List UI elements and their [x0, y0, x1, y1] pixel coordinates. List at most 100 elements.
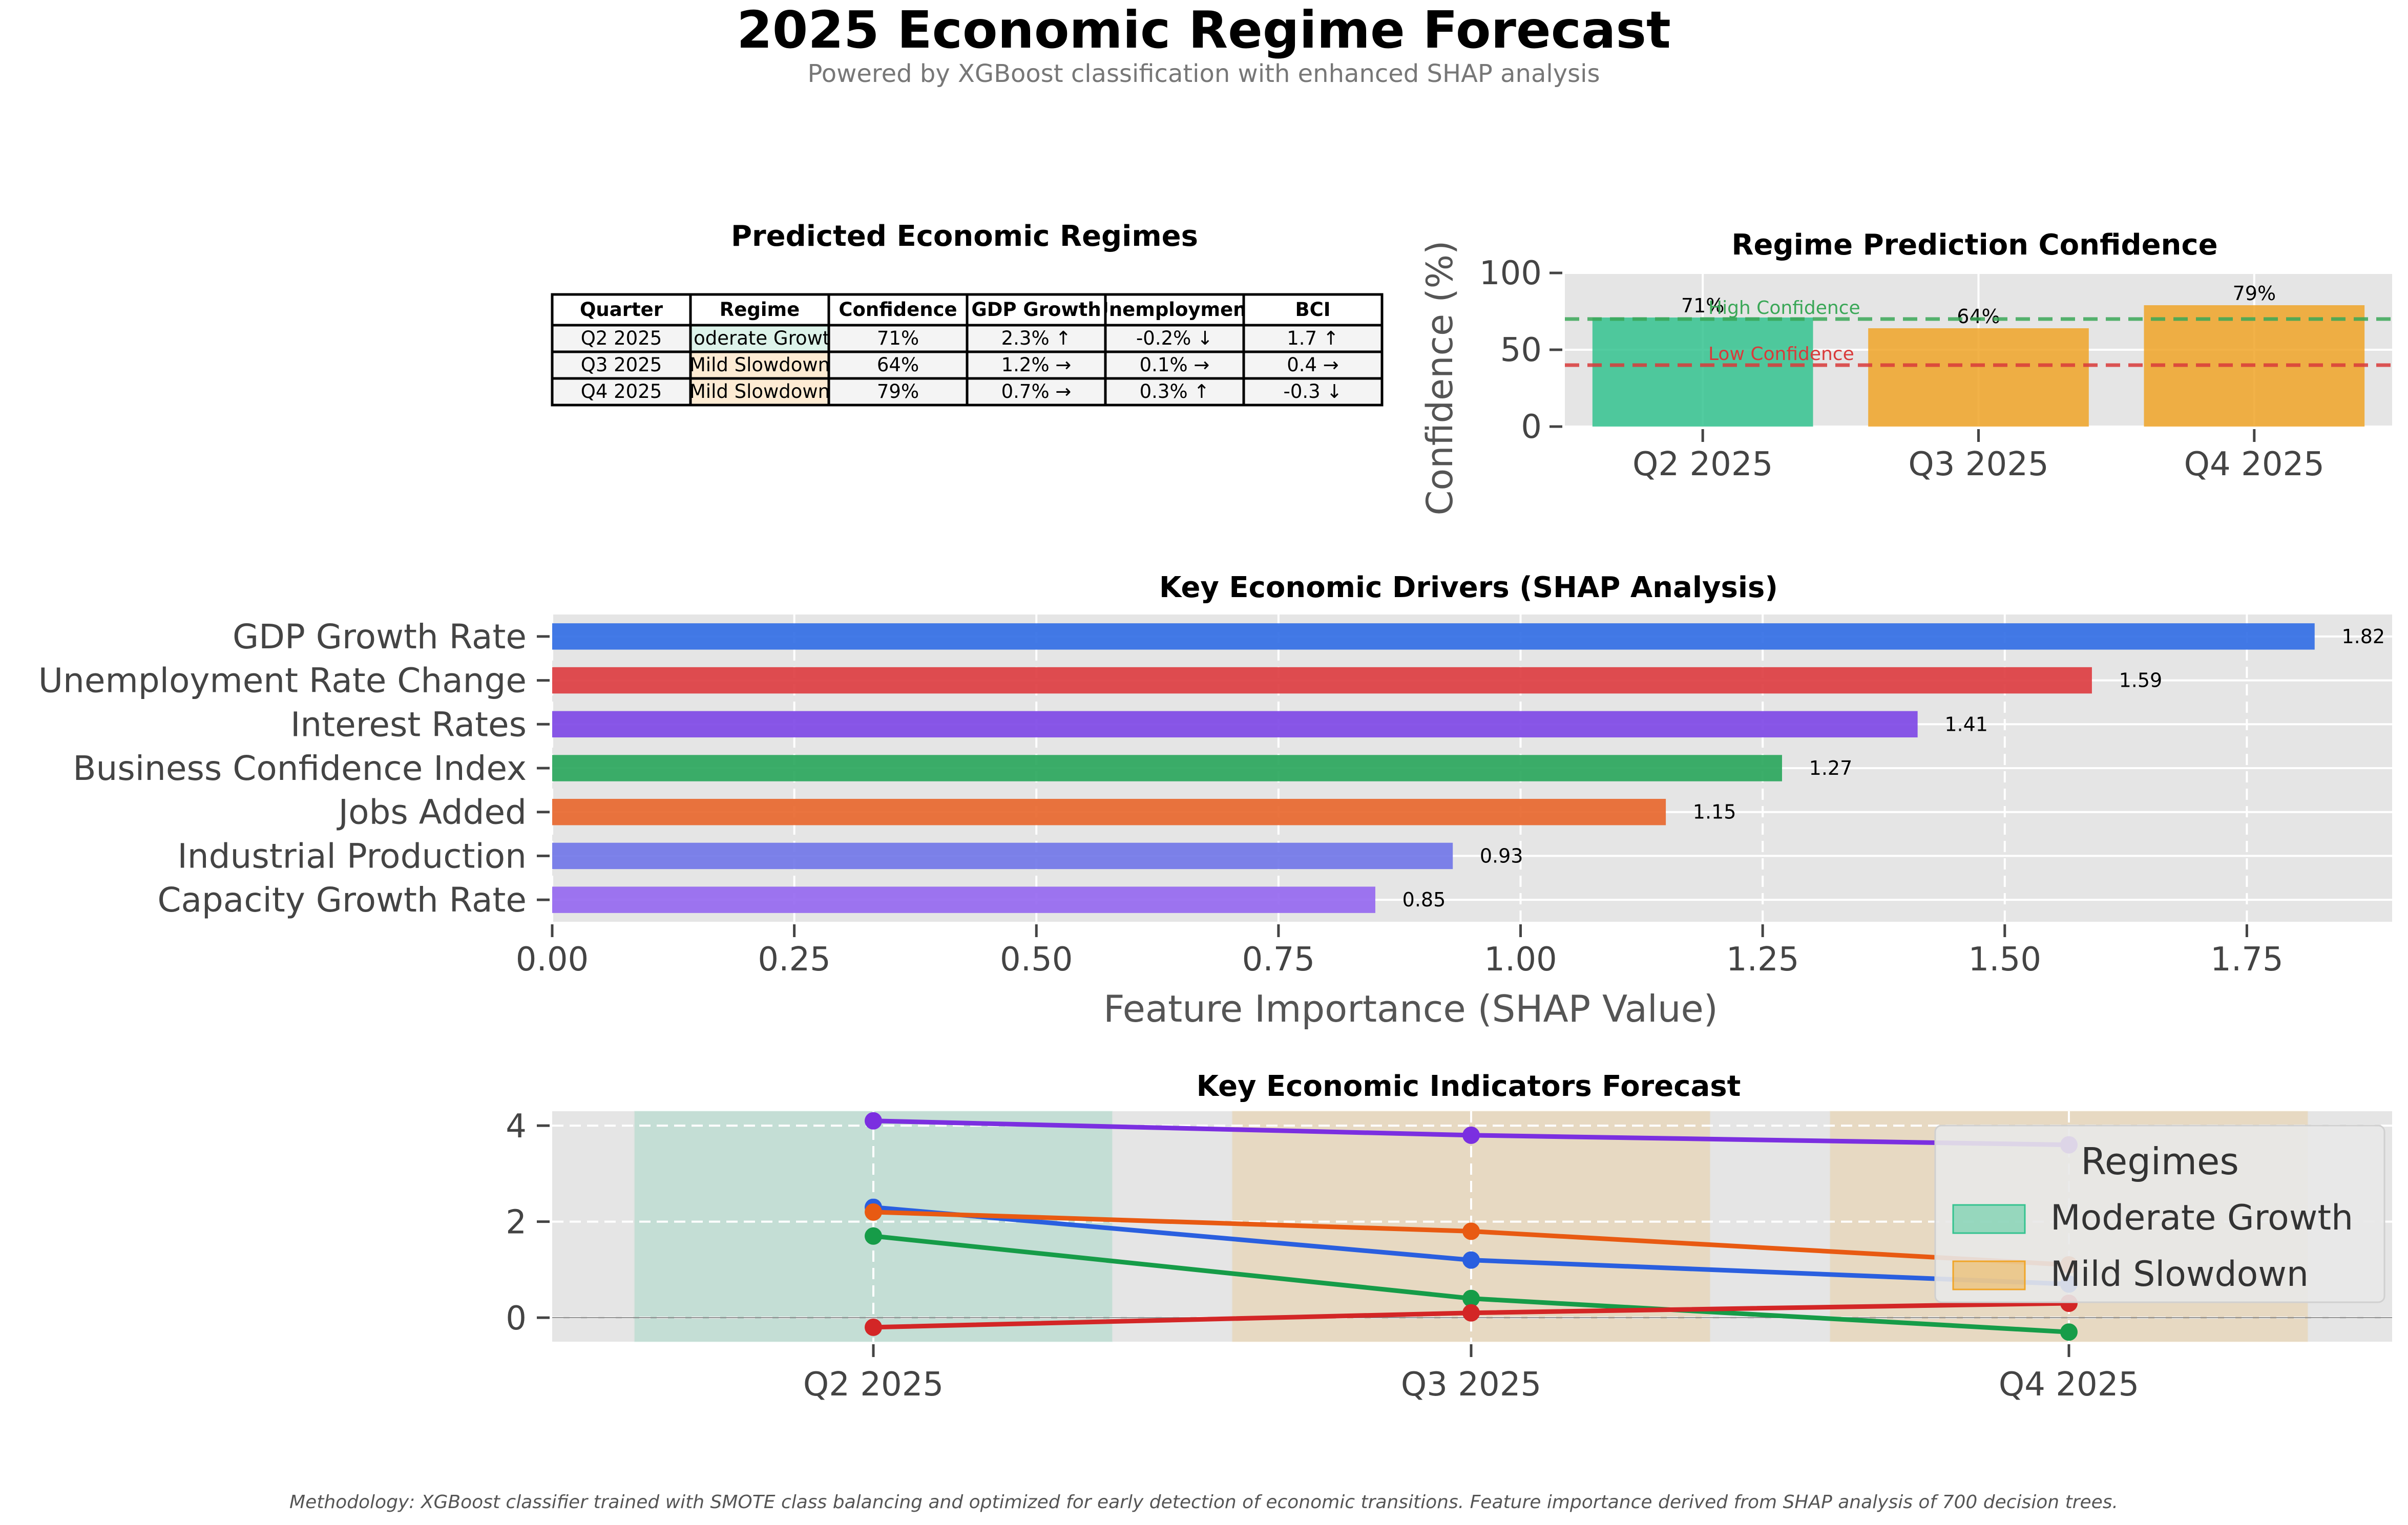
table-cell-text: 0.4 → — [1287, 354, 1339, 376]
table-cell — [966, 350, 1107, 380]
table-cell-text: Q2 2025 — [581, 327, 662, 349]
shap-bar — [552, 667, 2092, 694]
shap-xtick-label: 1.75 — [2210, 941, 2284, 979]
indicators-chart-title: Key Economic Indicators Forecast — [1197, 1070, 1741, 1103]
confidence-chart: Regime Prediction Confidence 0 50 100 71% Q2… — [1419, 228, 2392, 515]
shap-ytick-label: Business Confidence Index — [73, 749, 527, 788]
shap-chart-title: Key Economic Drivers (SHAP Analysis) — [1159, 571, 1778, 604]
confidence-value-label: 71% — [1681, 294, 1724, 317]
legend-label: Mild Slowdown — [2050, 1254, 2309, 1295]
confidence-reference-label: Low Confidence — [1708, 344, 1854, 365]
table-header-text: Regime — [720, 299, 800, 321]
table-title: Predicted Economic Regimes — [731, 220, 1198, 253]
shap-xtick-label: 0.75 — [1242, 941, 1315, 979]
table-header-cell — [1242, 293, 1384, 327]
regime-table: Predicted Economic Regimes Quarter Regime… — [551, 220, 1384, 407]
table-cell — [827, 377, 969, 407]
table-cell — [551, 377, 692, 407]
legend-title: Regimes — [2081, 1140, 2239, 1183]
table-cell-text: Q3 2025 — [581, 354, 662, 376]
shap-ytick-label: Interest Rates — [290, 705, 527, 744]
table-header-text: GDP Growth — [971, 299, 1101, 321]
shap-value-label: 1.15 — [1693, 801, 1736, 823]
indicators-xtick-label: Q2 2025 — [803, 1366, 944, 1404]
indicator-point — [865, 1112, 882, 1130]
table-cell-text: 0.3% ↑ — [1140, 380, 1210, 403]
table-cell-text: -0.2% ↓ — [1136, 327, 1213, 349]
shap-value-label: 1.59 — [2119, 669, 2163, 692]
table-cell-text: Mild Slowdown — [689, 354, 830, 376]
table-cell-text: 2.3% ↑ — [1001, 327, 1072, 349]
table-cell-text: 1.7 ↑ — [1287, 327, 1339, 349]
shap-ytick-label: Industrial Production — [177, 836, 527, 876]
indicator-point — [1462, 1289, 1480, 1307]
table-cell-text: Q4 2025 — [581, 380, 662, 403]
shap-ytick-label: Jobs Added — [337, 793, 527, 832]
indicator-point — [1462, 1304, 1480, 1322]
indicators-chart: Key Economic Indicators Forecast 0 2 4 Q2 2… — [506, 1070, 2392, 1404]
confidence-chart-title: Regime Prediction Confidence — [1731, 228, 2217, 262]
indicator-point — [1462, 1251, 1480, 1269]
legend-swatch — [1952, 1204, 2026, 1234]
shap-value-label: 1.82 — [2341, 625, 2385, 648]
table-cell — [1104, 377, 1245, 407]
confidence-bar — [1592, 317, 1813, 427]
confidence-bar — [1868, 328, 2089, 427]
indicator-point — [1462, 1126, 1480, 1144]
indicator-point — [1462, 1222, 1480, 1240]
confidence-ytick-label: 50 — [1500, 331, 1542, 369]
shap-bar — [552, 842, 1453, 870]
table-header-text: Quarter — [580, 299, 663, 321]
table-cell-text: 1.2% → — [1001, 354, 1072, 376]
confidence-reference-label: High Confidence — [1708, 298, 1860, 319]
indicators-ytick-label: 2 — [506, 1204, 527, 1242]
shap-value-label: 1.27 — [1809, 757, 1853, 779]
indicators-ytick-label: 4 — [506, 1108, 527, 1146]
confidence-xtick-label: Q3 2025 — [1908, 446, 2048, 483]
shap-xtick-label: 0.50 — [1000, 941, 1073, 979]
confidence-ytick-label: 0 — [1521, 408, 1542, 446]
shap-chart: Key Economic Drivers (SHAP Analysis) 0.0… — [38, 571, 2392, 1030]
indicator-point — [865, 1203, 882, 1221]
confidence-ylabel: Confidence (%) — [1419, 241, 1461, 516]
confidence-value-label: 79% — [2233, 282, 2276, 305]
shap-xtick-label: 1.00 — [1484, 941, 1557, 979]
table-cell — [1242, 377, 1384, 407]
legend-swatch — [1952, 1260, 2026, 1290]
shap-xtick-label: 1.25 — [1726, 941, 1799, 979]
shap-bar — [552, 623, 2315, 650]
table-cell-text: Moderate Growth — [677, 327, 842, 349]
indicators-xtick-label: Q4 2025 — [1999, 1366, 2139, 1404]
table-header-text: Confidence — [839, 299, 957, 321]
methodology-footnote: Methodology: XGBoost classifier trained … — [289, 1492, 2118, 1513]
page-title: 2025 Economic Regime Forecast — [737, 0, 1671, 60]
confidence-ytick-label: 100 — [1479, 255, 1542, 292]
shap-ytick-label: GDP Growth Rate — [233, 617, 527, 656]
shap-bar — [552, 799, 1666, 825]
shap-xlabel: Feature Importance (SHAP Value) — [1103, 987, 1718, 1030]
table-cell — [966, 324, 1107, 353]
legend-label: Moderate Growth — [2050, 1198, 2353, 1238]
indicators-ytick-label: 0 — [506, 1300, 527, 1338]
shap-ytick-label: Unemployment Rate Change — [38, 661, 527, 701]
table-cell — [1104, 350, 1245, 380]
table-cell-text: 64% — [877, 354, 919, 376]
table-cell-text: -0.3 ↓ — [1284, 380, 1343, 403]
table-header-text: Unemployment — [1094, 299, 1255, 321]
table-cell — [689, 324, 830, 353]
shap-ytick-label: Capacity Growth Rate — [157, 880, 527, 920]
table-cell-text: 71% — [877, 327, 919, 349]
shap-bar — [552, 755, 1782, 781]
page-subtitle: Powered by XGBoost classification with e… — [808, 59, 1600, 88]
shap-xtick-label: 1.50 — [1969, 941, 2042, 979]
table-header-text: BCI — [1295, 299, 1330, 321]
table-cell-text: 0.7% → — [1001, 380, 1072, 403]
shap-value-label: 0.93 — [1480, 844, 1523, 867]
table-cell — [689, 377, 830, 407]
shap-value-label: 1.41 — [1944, 713, 1988, 735]
indicators-xtick-label: Q3 2025 — [1401, 1366, 1541, 1404]
legend-box — [1934, 1125, 2385, 1303]
shap-xtick-label: 0.00 — [516, 941, 589, 979]
confidence-value-label: 64% — [1957, 305, 2000, 328]
